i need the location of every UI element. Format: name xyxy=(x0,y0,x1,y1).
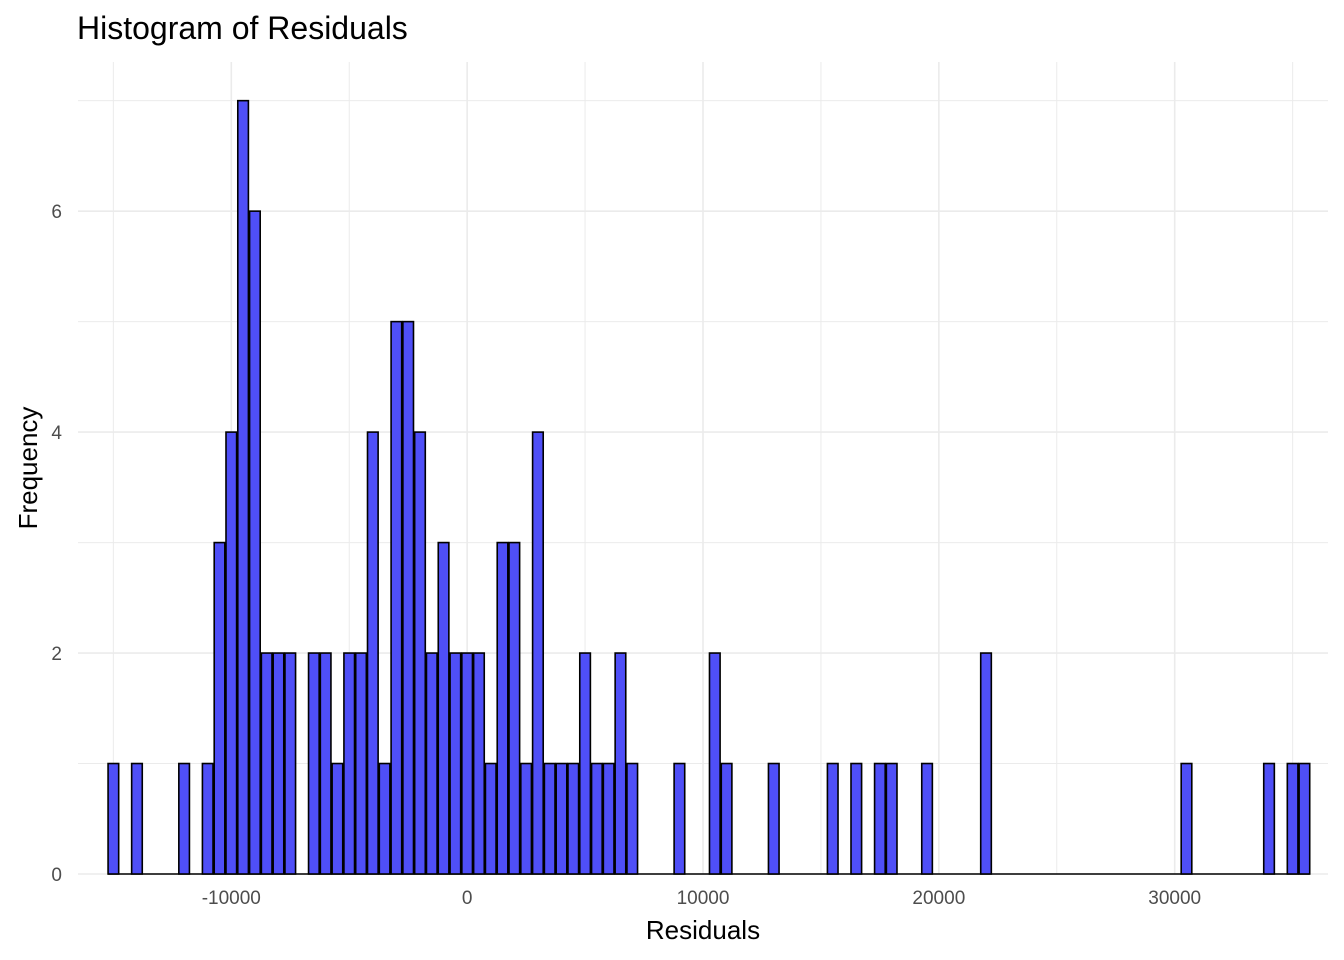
histogram-bar xyxy=(462,653,473,874)
y-tick-label: 0 xyxy=(51,865,62,886)
histogram-bar xyxy=(851,764,862,874)
x-tick-label: 0 xyxy=(462,888,473,909)
histogram-bars xyxy=(108,101,1310,874)
histogram-bar xyxy=(886,764,897,874)
histogram-bar xyxy=(391,322,402,874)
histogram-bar xyxy=(627,764,638,874)
histogram-bar xyxy=(1264,764,1275,874)
histogram-bar xyxy=(721,764,732,874)
histogram-bar xyxy=(1181,764,1192,874)
x-tick-label: 10000 xyxy=(677,888,730,909)
x-tick-label: 30000 xyxy=(1148,888,1201,909)
histogram-bar xyxy=(768,764,779,874)
x-axis-tick-labels: -10000 0 10000 20000 30000 xyxy=(202,888,1201,909)
histogram-bar xyxy=(674,764,685,874)
histogram-bar xyxy=(261,653,272,874)
histogram-bar xyxy=(332,764,343,874)
histogram-bar xyxy=(827,764,838,874)
histogram-bar xyxy=(875,764,886,874)
histogram-bar xyxy=(320,653,331,874)
histogram-bar xyxy=(379,764,390,874)
histogram-bar xyxy=(1287,764,1298,874)
histogram-bar xyxy=(709,653,720,874)
histogram-bar xyxy=(922,764,933,874)
histogram-bar xyxy=(250,211,261,874)
histogram-bar xyxy=(438,543,449,874)
x-axis-title: Residuals xyxy=(646,915,760,945)
histogram-bar xyxy=(981,653,992,874)
histogram-bar xyxy=(214,543,225,874)
histogram-bar xyxy=(356,653,367,874)
histogram-bar xyxy=(450,653,461,874)
histogram-bar xyxy=(615,653,626,874)
histogram-bar xyxy=(309,653,320,874)
histogram-bar xyxy=(497,543,508,874)
histogram-bar xyxy=(403,322,414,874)
histogram-bar xyxy=(368,432,379,874)
x-tick-label: 20000 xyxy=(912,888,965,909)
histogram-bar xyxy=(344,653,355,874)
histogram-bar xyxy=(521,764,532,874)
histogram-bar xyxy=(509,543,520,874)
histogram-bar xyxy=(1299,764,1310,874)
y-tick-label: 6 xyxy=(51,202,62,223)
histogram-bar xyxy=(132,764,143,874)
histogram-bar xyxy=(544,764,555,874)
histogram-bar xyxy=(533,432,544,874)
histogram-bar xyxy=(108,764,119,874)
histogram-bar xyxy=(426,653,437,874)
histogram-bar xyxy=(556,764,567,874)
histogram-bar xyxy=(202,764,213,874)
y-axis-title: Frequency xyxy=(13,407,43,530)
histogram-bar xyxy=(273,653,284,874)
histogram-bar xyxy=(238,101,249,874)
y-axis-tick-labels: 0 2 4 6 xyxy=(51,202,62,886)
histogram-bar xyxy=(179,764,190,874)
histogram-bar xyxy=(485,764,496,874)
histogram-bar xyxy=(474,653,485,874)
y-tick-label: 2 xyxy=(51,644,62,665)
x-tick-label: -10000 xyxy=(202,888,261,909)
histogram-bar xyxy=(603,764,614,874)
histogram-bar xyxy=(568,764,579,874)
histogram-bar xyxy=(415,432,426,874)
histogram-bar xyxy=(226,432,237,874)
histogram-bar xyxy=(580,653,591,874)
y-tick-label: 4 xyxy=(51,423,62,444)
histogram-bar xyxy=(285,653,296,874)
histogram-bar xyxy=(592,764,603,874)
